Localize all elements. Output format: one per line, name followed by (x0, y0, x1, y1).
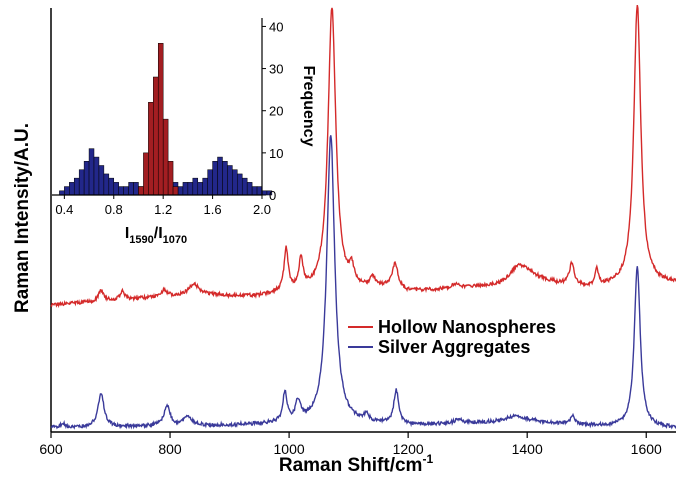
inset-x-axis-label: I1590/I1070 (125, 225, 187, 246)
histogram-bar (103, 173, 110, 196)
histogram-bar (222, 161, 228, 196)
histogram-bar (256, 186, 263, 196)
histogram-bar (207, 169, 213, 196)
histogram-bar (187, 182, 194, 196)
histogram-bar (143, 152, 149, 196)
histogram-bar (266, 190, 273, 196)
histogram-bar (148, 102, 154, 196)
histogram-bar (88, 148, 95, 196)
histogram-bar (133, 182, 139, 196)
main-series (50, 4, 676, 430)
histogram-bar (108, 177, 115, 196)
histogram-bar (261, 190, 268, 196)
histogram-bar (172, 186, 179, 196)
histogram-bar (93, 156, 100, 196)
x-tick-label: 800 (158, 441, 182, 457)
inset-x-tick-label: 0.4 (55, 202, 73, 217)
x-tick-label: 1000 (274, 441, 305, 457)
inset-x-tick-label: 1.6 (204, 202, 222, 217)
histogram-bar (59, 190, 65, 196)
inset-x-tick-label: 2.0 (253, 202, 271, 217)
inset-x-ticks: 0.4 0.8 1.2 1.6 2.0 (55, 195, 271, 217)
x-axis-label: Raman Shift/cm-1 (279, 452, 434, 476)
inset-x-tick-label: 1.2 (154, 202, 172, 217)
x-tick-label: 1600 (631, 441, 662, 457)
x-ticks: 600 800 1000 1200 1400 1600 (39, 432, 662, 457)
series-line-hollow-nanospheres (50, 4, 676, 309)
histogram-bar (192, 177, 199, 196)
histogram-bar (246, 182, 253, 196)
histogram-bar (241, 177, 248, 196)
inset-y-tick-label: 30 (269, 62, 283, 77)
inset-bars (59, 43, 273, 196)
histogram-bar (232, 169, 238, 196)
inset-y-ticks: 0 10 20 30 40 (262, 19, 283, 203)
inset-y-axis-label: Frequency (300, 66, 317, 147)
inset-x-tick-label: 0.8 (105, 202, 123, 217)
histogram-bar (157, 43, 164, 196)
x-tick-label: 1400 (512, 441, 543, 457)
x-tick-label: 1200 (393, 441, 424, 457)
histogram-bar (78, 169, 85, 196)
inset-histogram: 0.4 0.8 1.2 1.6 2.0 0 10 20 30 40 I1590/I1070 Fr… (52, 18, 317, 246)
histogram-bar (98, 165, 105, 196)
inset-y-tick-label: 40 (269, 19, 283, 34)
histogram-bar (73, 177, 80, 196)
histogram-bar (123, 186, 129, 196)
histogram-bar (118, 186, 124, 196)
histogram-bar (227, 165, 233, 196)
histogram-bar (197, 182, 203, 196)
histogram-bar (237, 173, 243, 196)
histogram-bar (182, 182, 189, 196)
histogram-bar (153, 76, 159, 196)
x-tick-label: 600 (39, 441, 63, 457)
histogram-bar (138, 186, 144, 196)
histogram-bar (83, 161, 90, 196)
histogram-bar (251, 186, 258, 196)
histogram-bar (217, 156, 223, 196)
histogram-bar (69, 182, 75, 196)
main-plot: 600 800 1000 1200 1400 1600 Raman Shift/cm-1 … (12, 4, 676, 476)
histogram-bar (177, 186, 184, 196)
legend-label-hollow-nanospheres: Hollow Nanospheres (378, 317, 556, 337)
histogram-bar (113, 182, 119, 196)
inset-y-tick-label: 10 (269, 146, 283, 161)
histogram-bar (64, 186, 70, 196)
inset-y-tick-label: 0 (269, 188, 276, 203)
histogram-bar (202, 177, 208, 196)
y-axis-label: Raman Intensity/A.U. (12, 123, 33, 313)
legend: Hollow Nanospheres Silver Aggregates (348, 317, 556, 357)
series-line-silver-aggregates (50, 135, 676, 430)
legend-label-silver-aggregates: Silver Aggregates (378, 337, 530, 357)
histogram-bar (212, 161, 218, 196)
histogram-bar (128, 182, 134, 196)
histogram-bar (167, 161, 174, 196)
histogram-bar (162, 118, 169, 196)
inset-y-tick-label: 20 (269, 104, 283, 119)
